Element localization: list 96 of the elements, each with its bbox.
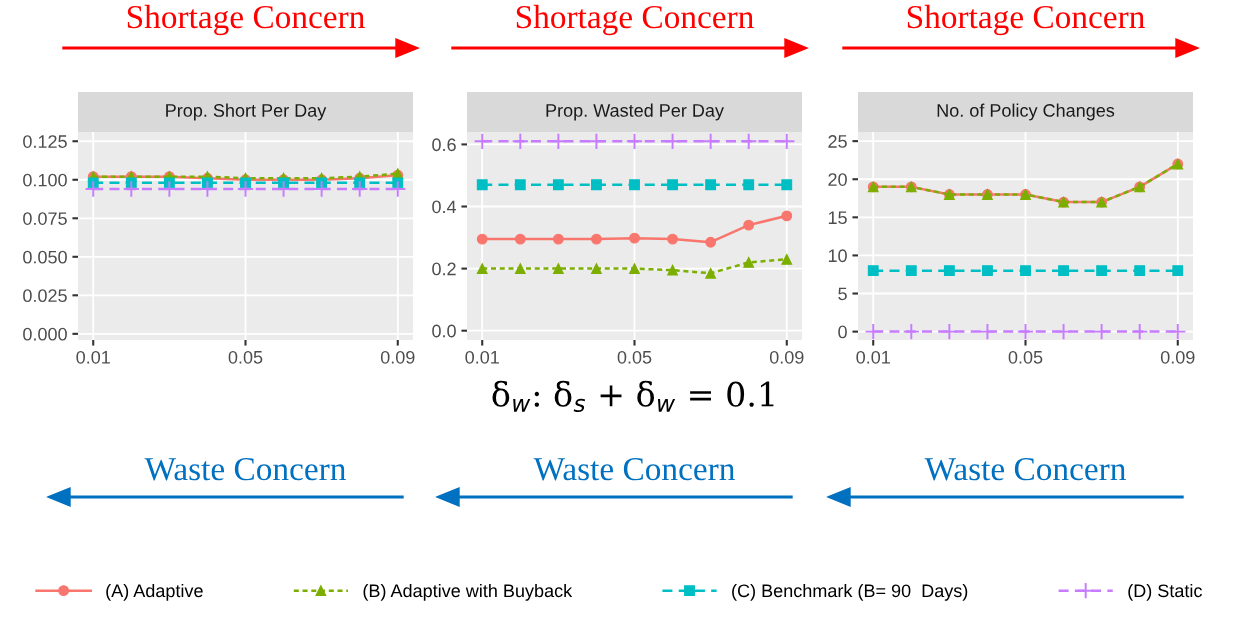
point (591, 179, 602, 191)
point (625, 132, 644, 150)
point (867, 265, 879, 277)
point (902, 323, 920, 340)
point (1131, 323, 1149, 340)
x-tick-label: 0.09 (380, 350, 415, 364)
legend-label: (C) Benchmark (B= 90 Days) (732, 583, 968, 601)
point (1169, 323, 1187, 340)
point (982, 265, 993, 277)
point (667, 179, 678, 191)
point (122, 180, 140, 198)
point (1134, 265, 1146, 277)
point (629, 232, 640, 244)
x-tick-label: 0.01 (856, 350, 890, 364)
y-tick-label: 0.100 (23, 173, 67, 187)
y-tick-label: 0.4 (432, 200, 457, 214)
legend-label: (A) Adaptive (106, 583, 203, 601)
point (1016, 323, 1035, 340)
point (1172, 265, 1184, 277)
point (702, 132, 720, 150)
point (514, 263, 526, 275)
point (552, 263, 564, 275)
point (667, 233, 678, 245)
text: Shortage Concern (516, 4, 754, 36)
point (629, 263, 640, 275)
legend-label: (D) Static (1128, 583, 1202, 601)
point (905, 265, 917, 277)
point (1058, 265, 1069, 277)
point (781, 179, 793, 191)
point (514, 179, 526, 191)
y-tick-label: 0.2 (432, 262, 456, 276)
point (1020, 265, 1031, 277)
x-tick-label: 0.01 (465, 350, 499, 364)
point (864, 323, 882, 340)
point (705, 179, 717, 191)
point (587, 132, 606, 150)
point (473, 132, 491, 150)
point (552, 233, 564, 245)
point (781, 210, 793, 222)
point (705, 236, 717, 248)
x-tick-label: 0.05 (1008, 350, 1043, 364)
point (511, 132, 529, 150)
point (1054, 323, 1073, 340)
point (778, 132, 796, 150)
x-tick-label: 0.05 (228, 350, 263, 364)
point (943, 265, 955, 277)
y-tick-label: 0.6 (432, 138, 456, 152)
point (476, 233, 488, 245)
point (743, 219, 755, 231)
point (591, 233, 602, 245)
y-tick-label: 10 (828, 249, 847, 263)
text: Shortage Concern (127, 4, 365, 36)
point (1096, 265, 1108, 277)
y-tick-label: 0.050 (23, 250, 67, 264)
y-tick-label: 0.000 (23, 327, 67, 341)
point (740, 132, 758, 150)
y-tick-label: 0.075 (23, 212, 67, 225)
x-tick-label: 0.09 (769, 350, 804, 364)
y-tick-label: 20 (828, 173, 847, 186)
point (236, 180, 255, 198)
y-tick-label: 0 (838, 325, 847, 339)
y-tick-label: 5 (838, 287, 847, 301)
point (514, 233, 526, 245)
text: Waste Concern (533, 457, 735, 481)
point (978, 323, 997, 340)
x-axis-title: δ$_{w}$: δ$_{s}$ + δ$_{w}$ = 0.1 (492, 380, 774, 413)
point (552, 179, 564, 191)
point (781, 253, 793, 265)
point (663, 132, 682, 150)
point (351, 180, 369, 198)
text: Shortage Concern (907, 4, 1145, 36)
chart-title: Prop. Short Per Day (166, 103, 327, 121)
point (476, 263, 488, 275)
y-tick-label: 0.125 (23, 135, 67, 148)
point (940, 323, 958, 340)
chart-title: Prop. Wasted Per Day (546, 103, 724, 121)
point (743, 179, 755, 191)
y-tick-label: 15 (828, 211, 847, 225)
point (549, 132, 567, 150)
point (667, 264, 678, 276)
legend-label: (B) Adaptive with Buyback (363, 583, 573, 601)
y-tick-label: 0.025 (23, 289, 67, 303)
point (476, 179, 488, 191)
text: Waste Concern (924, 457, 1126, 481)
point (591, 263, 602, 275)
point (629, 179, 640, 191)
x-tick-label: 0.01 (76, 350, 110, 364)
x-tick-label: 0.05 (617, 350, 652, 364)
point (1093, 323, 1111, 340)
text: Waste Concern (144, 457, 346, 481)
chart-title: No. of Policy Changes (937, 103, 1115, 121)
y-tick-label: 0.0 (432, 324, 456, 338)
x-tick-label: 0.09 (1160, 350, 1195, 364)
point (705, 267, 717, 279)
y-tick-label: 25 (828, 135, 847, 148)
point (743, 256, 755, 268)
